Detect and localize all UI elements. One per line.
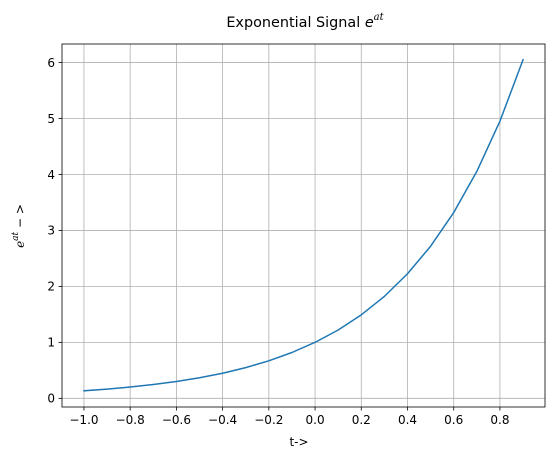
x-tick-label: 0.2 xyxy=(352,413,371,427)
x-tick-label: 0.4 xyxy=(398,413,417,427)
x-tick-label: 0.8 xyxy=(490,413,509,427)
chart-title-text: Exponential Signal xyxy=(226,15,364,31)
series-lines xyxy=(83,58,525,392)
chart-title-math-exp: at xyxy=(374,12,385,23)
x-tick-label: −0.2 xyxy=(254,413,283,427)
y-tick-label: 2 xyxy=(47,280,55,294)
y-tick-label: 4 xyxy=(47,168,55,182)
chart-title: Exponential Signal eat xyxy=(226,12,384,31)
axis-ticks: −1.0 −0.8 −0.6 −0.4 −0.2 0.0 0.2 0.4 0.6 0.8 0 1 2 3 4… xyxy=(47,56,509,427)
y-tick-label: 3 xyxy=(47,224,55,238)
x-tick-label: −0.8 xyxy=(116,413,145,427)
x-tick-label: −0.4 xyxy=(208,413,237,427)
x-tick-label: 0.0 xyxy=(306,413,325,427)
y-axis-label-math-exp: at xyxy=(11,231,21,240)
y-tick-label: 1 xyxy=(47,336,55,350)
y-tick-label: 5 xyxy=(47,112,55,126)
x-tick-label: 0.6 xyxy=(444,413,463,427)
y-axis-label-math-base: e xyxy=(13,241,27,248)
y-axis-label-suffix: − > xyxy=(13,204,27,232)
x-tick-label: −0.6 xyxy=(162,413,191,427)
chart-title-math-base: e xyxy=(365,15,374,31)
y-axis-label: eat − > xyxy=(11,204,27,248)
y-tick-label: 0 xyxy=(47,392,55,406)
axes-frame xyxy=(61,43,546,408)
x-tick-label: −1.0 xyxy=(69,413,98,427)
series-line xyxy=(83,58,525,392)
y-tick-label: 6 xyxy=(47,56,55,70)
x-axis-label: t-> xyxy=(289,435,308,449)
grid-lines xyxy=(62,44,545,407)
